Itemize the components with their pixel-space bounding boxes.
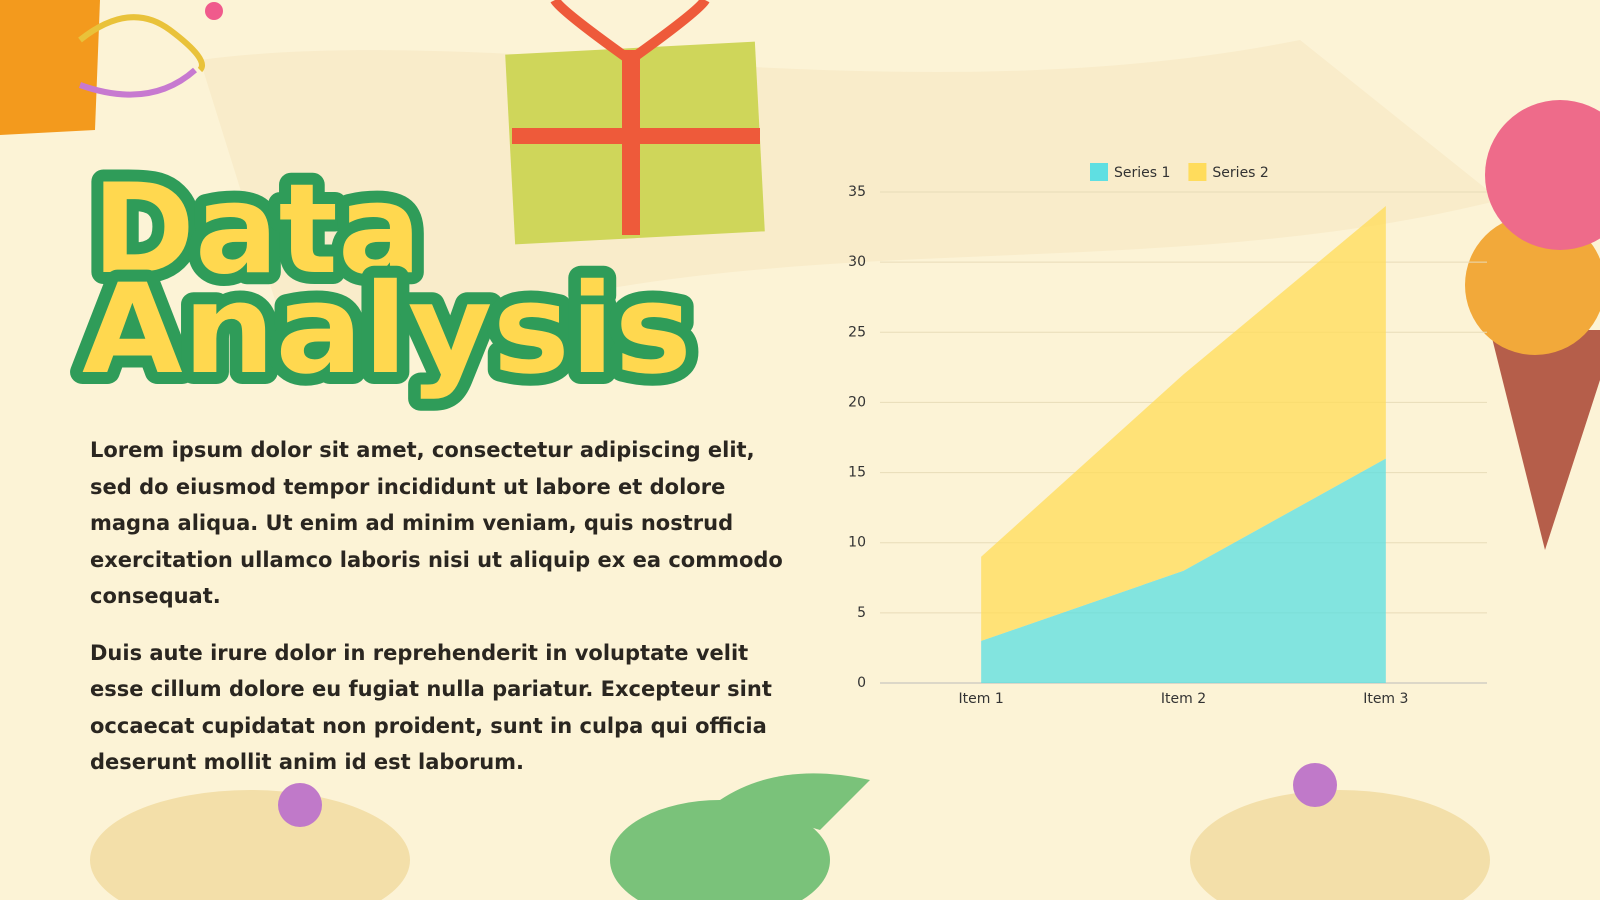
x-tick-label: Item 2 [1161, 691, 1206, 707]
legend-label: Series 2 [1212, 165, 1268, 181]
y-tick-label: 35 [848, 184, 866, 200]
legend-swatch [1188, 163, 1207, 181]
title-area: Data Analysis [70, 146, 704, 414]
body-text: Lorem ipsum dolor sit amet, consectetur … [90, 432, 795, 801]
area [981, 206, 1386, 641]
y-tick-label: 5 [857, 605, 866, 621]
x-tick-label: Item 3 [1363, 691, 1408, 707]
y-tick-label: 20 [848, 394, 866, 410]
y-tick-label: 10 [848, 535, 866, 551]
legend-label: Series 1 [1114, 165, 1170, 181]
y-tick-label: 0 [857, 675, 866, 691]
y-tick-label: 25 [848, 324, 866, 340]
legend-swatch [1090, 163, 1108, 181]
x-tick-label: Item 1 [959, 691, 1004, 707]
paragraph: Duis aute irure dolor in reprehenderit i… [90, 640, 772, 775]
y-tick-label: 15 [848, 465, 866, 481]
paragraph: Lorem ipsum dolor sit amet, consectetur … [90, 438, 783, 608]
y-tick-label: 30 [848, 254, 866, 270]
title-line: Data [92, 158, 422, 302]
title-line: Analysis [82, 258, 692, 402]
